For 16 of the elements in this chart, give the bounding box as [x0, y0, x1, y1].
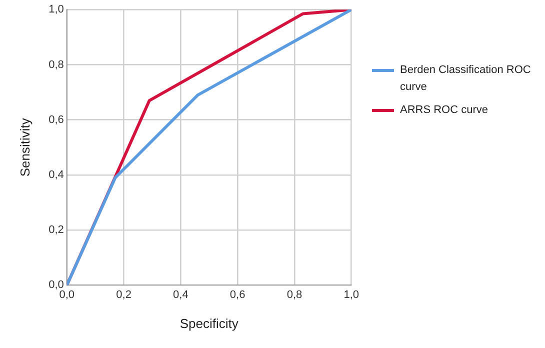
legend-label: Berden Classification ROC curve: [400, 63, 532, 95]
y-tick-label: 0,8: [48, 58, 64, 71]
x-tick-label: 0,0: [59, 288, 75, 301]
y-axis-title: Sensitivity: [17, 118, 32, 177]
x-tick-label: 1,0: [344, 288, 360, 301]
x-tick-label: 0,6: [230, 288, 246, 301]
y-tick-label: 1,0: [48, 4, 64, 16]
y-tick-label: 0,2: [48, 224, 64, 236]
x-axis-title: Specificity: [180, 316, 239, 331]
y-tick-label: 0,0: [48, 279, 64, 292]
x-tick-label: 0,4: [173, 288, 188, 301]
x-tick-label: 0,8: [286, 288, 302, 301]
x-tick-label: 0,2: [116, 288, 132, 301]
y-tick-label: 0,4: [48, 168, 64, 181]
y-tick-label: 0,6: [48, 114, 64, 126]
legend-label: ARRS ROC curve: [400, 103, 488, 118]
